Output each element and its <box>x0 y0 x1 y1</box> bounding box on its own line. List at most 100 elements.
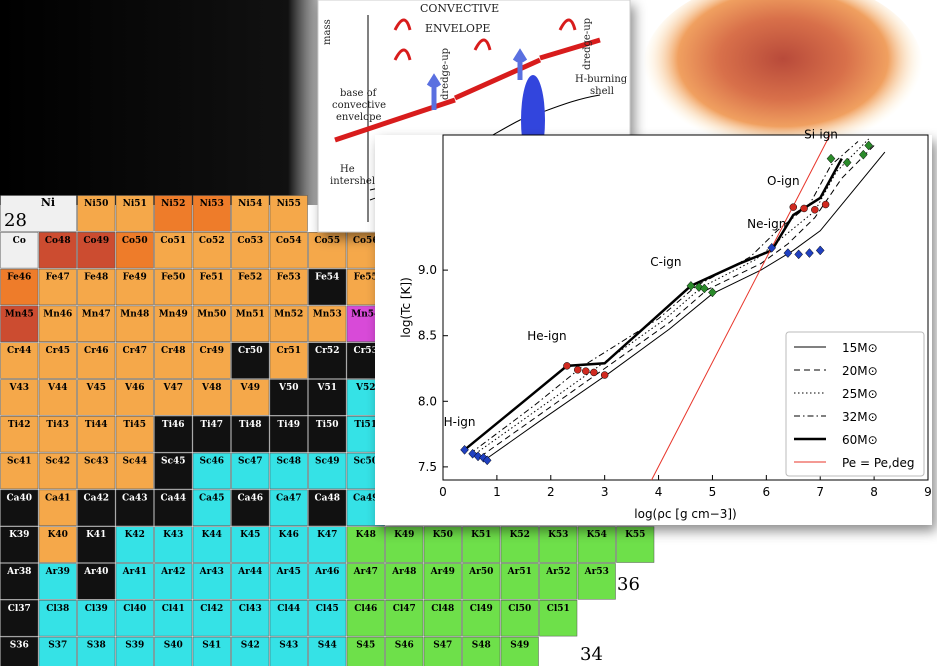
nuclide-label: Cl38 <box>46 604 69 614</box>
legend-label: 25M⊙ <box>842 387 878 401</box>
nuclide-label: S45 <box>356 641 375 651</box>
x-tick-label: 9 <box>924 485 932 499</box>
nuclide-label: V48 <box>201 383 222 393</box>
nuclide-label: V45 <box>85 383 106 393</box>
nuclide-label: Ar50 <box>468 567 493 577</box>
nuclide-label: Fe51 <box>200 273 224 283</box>
nuclide-label: Cl41 <box>162 604 185 614</box>
atomic-number: 34 <box>580 644 603 665</box>
y-tick-label: 9.0 <box>418 263 437 277</box>
y-tick-label: 8.5 <box>418 329 437 343</box>
nuclide-label: Co55 <box>314 236 340 246</box>
nuclide-label: Cl43 <box>239 604 262 614</box>
diagram-label: H-burning <box>575 74 628 85</box>
nuclide-label: Ca46 <box>237 493 263 503</box>
nuclide-label: Co51 <box>160 236 186 246</box>
nuclide-label: Cl46 <box>354 604 377 614</box>
nuclide-label: Mn51 <box>236 309 265 319</box>
nuclide-label: S36 <box>10 641 29 651</box>
nuclide-label: V44 <box>47 383 68 393</box>
nuclide-label: Ar43 <box>199 567 224 577</box>
x-tick-label: 1 <box>493 485 501 499</box>
nuclide-label: Sc48 <box>276 457 301 467</box>
ignition-marker <box>790 204 797 211</box>
diagram-label: mass <box>322 19 333 45</box>
nuclide-label: Fe52 <box>238 273 262 283</box>
nuclide-label: Fe54 <box>315 273 339 283</box>
diagram-label: CONVECTIVE <box>420 2 499 15</box>
nuclide-label: K39 <box>9 530 29 540</box>
nuclide-label: K53 <box>548 530 568 540</box>
nuclide-label: S41 <box>202 641 221 651</box>
nuclide-label: S44 <box>318 641 337 651</box>
nuclide-label: Co48 <box>45 236 71 246</box>
nuclide-label: Co54 <box>276 236 302 246</box>
nuclide-label: Ar51 <box>507 567 532 577</box>
nuclide-label: Mn53 <box>313 309 342 319</box>
nuclide-label: V43 <box>8 383 29 393</box>
atomic-number: 28 <box>4 210 27 231</box>
nuclide-label: K46 <box>279 530 299 540</box>
x-tick-label: 2 <box>547 485 555 499</box>
nuclide-label: Fe49 <box>123 273 147 283</box>
ignition-label: H-ign <box>444 415 476 429</box>
nuclide-label: Ti42 <box>8 420 31 430</box>
nuclide-label: Cr50 <box>238 346 262 356</box>
nuclide-label: K43 <box>163 530 183 540</box>
ignition-label: C-ign <box>650 255 681 269</box>
nuclide-label: Ti50 <box>316 420 339 430</box>
nuclide-label: K42 <box>125 530 145 540</box>
nuclide-label: Mn48 <box>120 309 149 319</box>
nuclide-label: V46 <box>124 383 145 393</box>
nuclide-label: Ar48 <box>391 567 416 577</box>
nuclide-label: S49 <box>510 641 529 651</box>
nuclide-label: Ar53 <box>584 567 609 577</box>
x-tick-label: 4 <box>655 485 663 499</box>
legend-label: 32M⊙ <box>842 410 878 424</box>
simulation-image <box>643 0 923 158</box>
nuclide-label: Co49 <box>83 236 109 246</box>
x-tick-label: 0 <box>439 485 447 499</box>
nuclide-label: K47 <box>317 530 337 540</box>
nuclide-label: Cl51 <box>547 604 570 614</box>
nuclide-label: Cr47 <box>123 346 147 356</box>
nuclide-label: Ca47 <box>276 493 302 503</box>
nuclide-label: Cr53 <box>354 346 378 356</box>
nuclide-label: Ca44 <box>160 493 186 503</box>
diagram-label: base of <box>340 88 378 99</box>
ignition-marker <box>601 372 608 379</box>
nuclide-label: Ca43 <box>122 493 148 503</box>
nuclide-label: Ar41 <box>122 567 147 577</box>
nuclide-label: Cr48 <box>161 346 185 356</box>
nuclide-label: S37 <box>48 641 67 651</box>
nuclide-label: Cl44 <box>277 604 300 614</box>
nuclide-label: K40 <box>48 530 68 540</box>
nuclide-label: S39 <box>125 641 144 651</box>
diagram-label: ENVELOPE <box>425 22 490 35</box>
x-tick-label: 5 <box>709 485 717 499</box>
nuclide-label: Ar52 <box>545 567 570 577</box>
nuclide-label: Sc49 <box>315 457 340 467</box>
nuclide-label: Co56 <box>353 236 379 246</box>
nuclide-label: Fe47 <box>46 273 70 283</box>
nuclide-label: Ni54 <box>238 199 262 209</box>
diagram-label: intershell <box>330 176 378 187</box>
dark-backdrop <box>0 0 360 205</box>
nuclide-label: Sc41 <box>7 457 32 467</box>
nuclide-label: S43 <box>279 641 298 651</box>
nuclide-label: Ar46 <box>314 567 339 577</box>
nuclide-label: Cl39 <box>85 604 108 614</box>
nuclide-label: K51 <box>471 530 491 540</box>
nuclide-label: Fe53 <box>277 273 301 283</box>
nuclide-label: Cl48 <box>431 604 454 614</box>
nuclide-label: Mn46 <box>43 309 72 319</box>
nuclide-label: Fe50 <box>161 273 185 283</box>
nuclide-label: Ti49 <box>277 420 300 430</box>
nuclide-label: Co50 <box>122 236 148 246</box>
nuclide-label: Cl37 <box>8 604 31 614</box>
nuclide-label: K50 <box>433 530 453 540</box>
nuclide-label: Sc43 <box>84 457 109 467</box>
x-tick-label: 7 <box>816 485 824 499</box>
nuclide-label: Ar38 <box>6 567 31 577</box>
nuclide-label: Ti46 <box>162 420 185 430</box>
